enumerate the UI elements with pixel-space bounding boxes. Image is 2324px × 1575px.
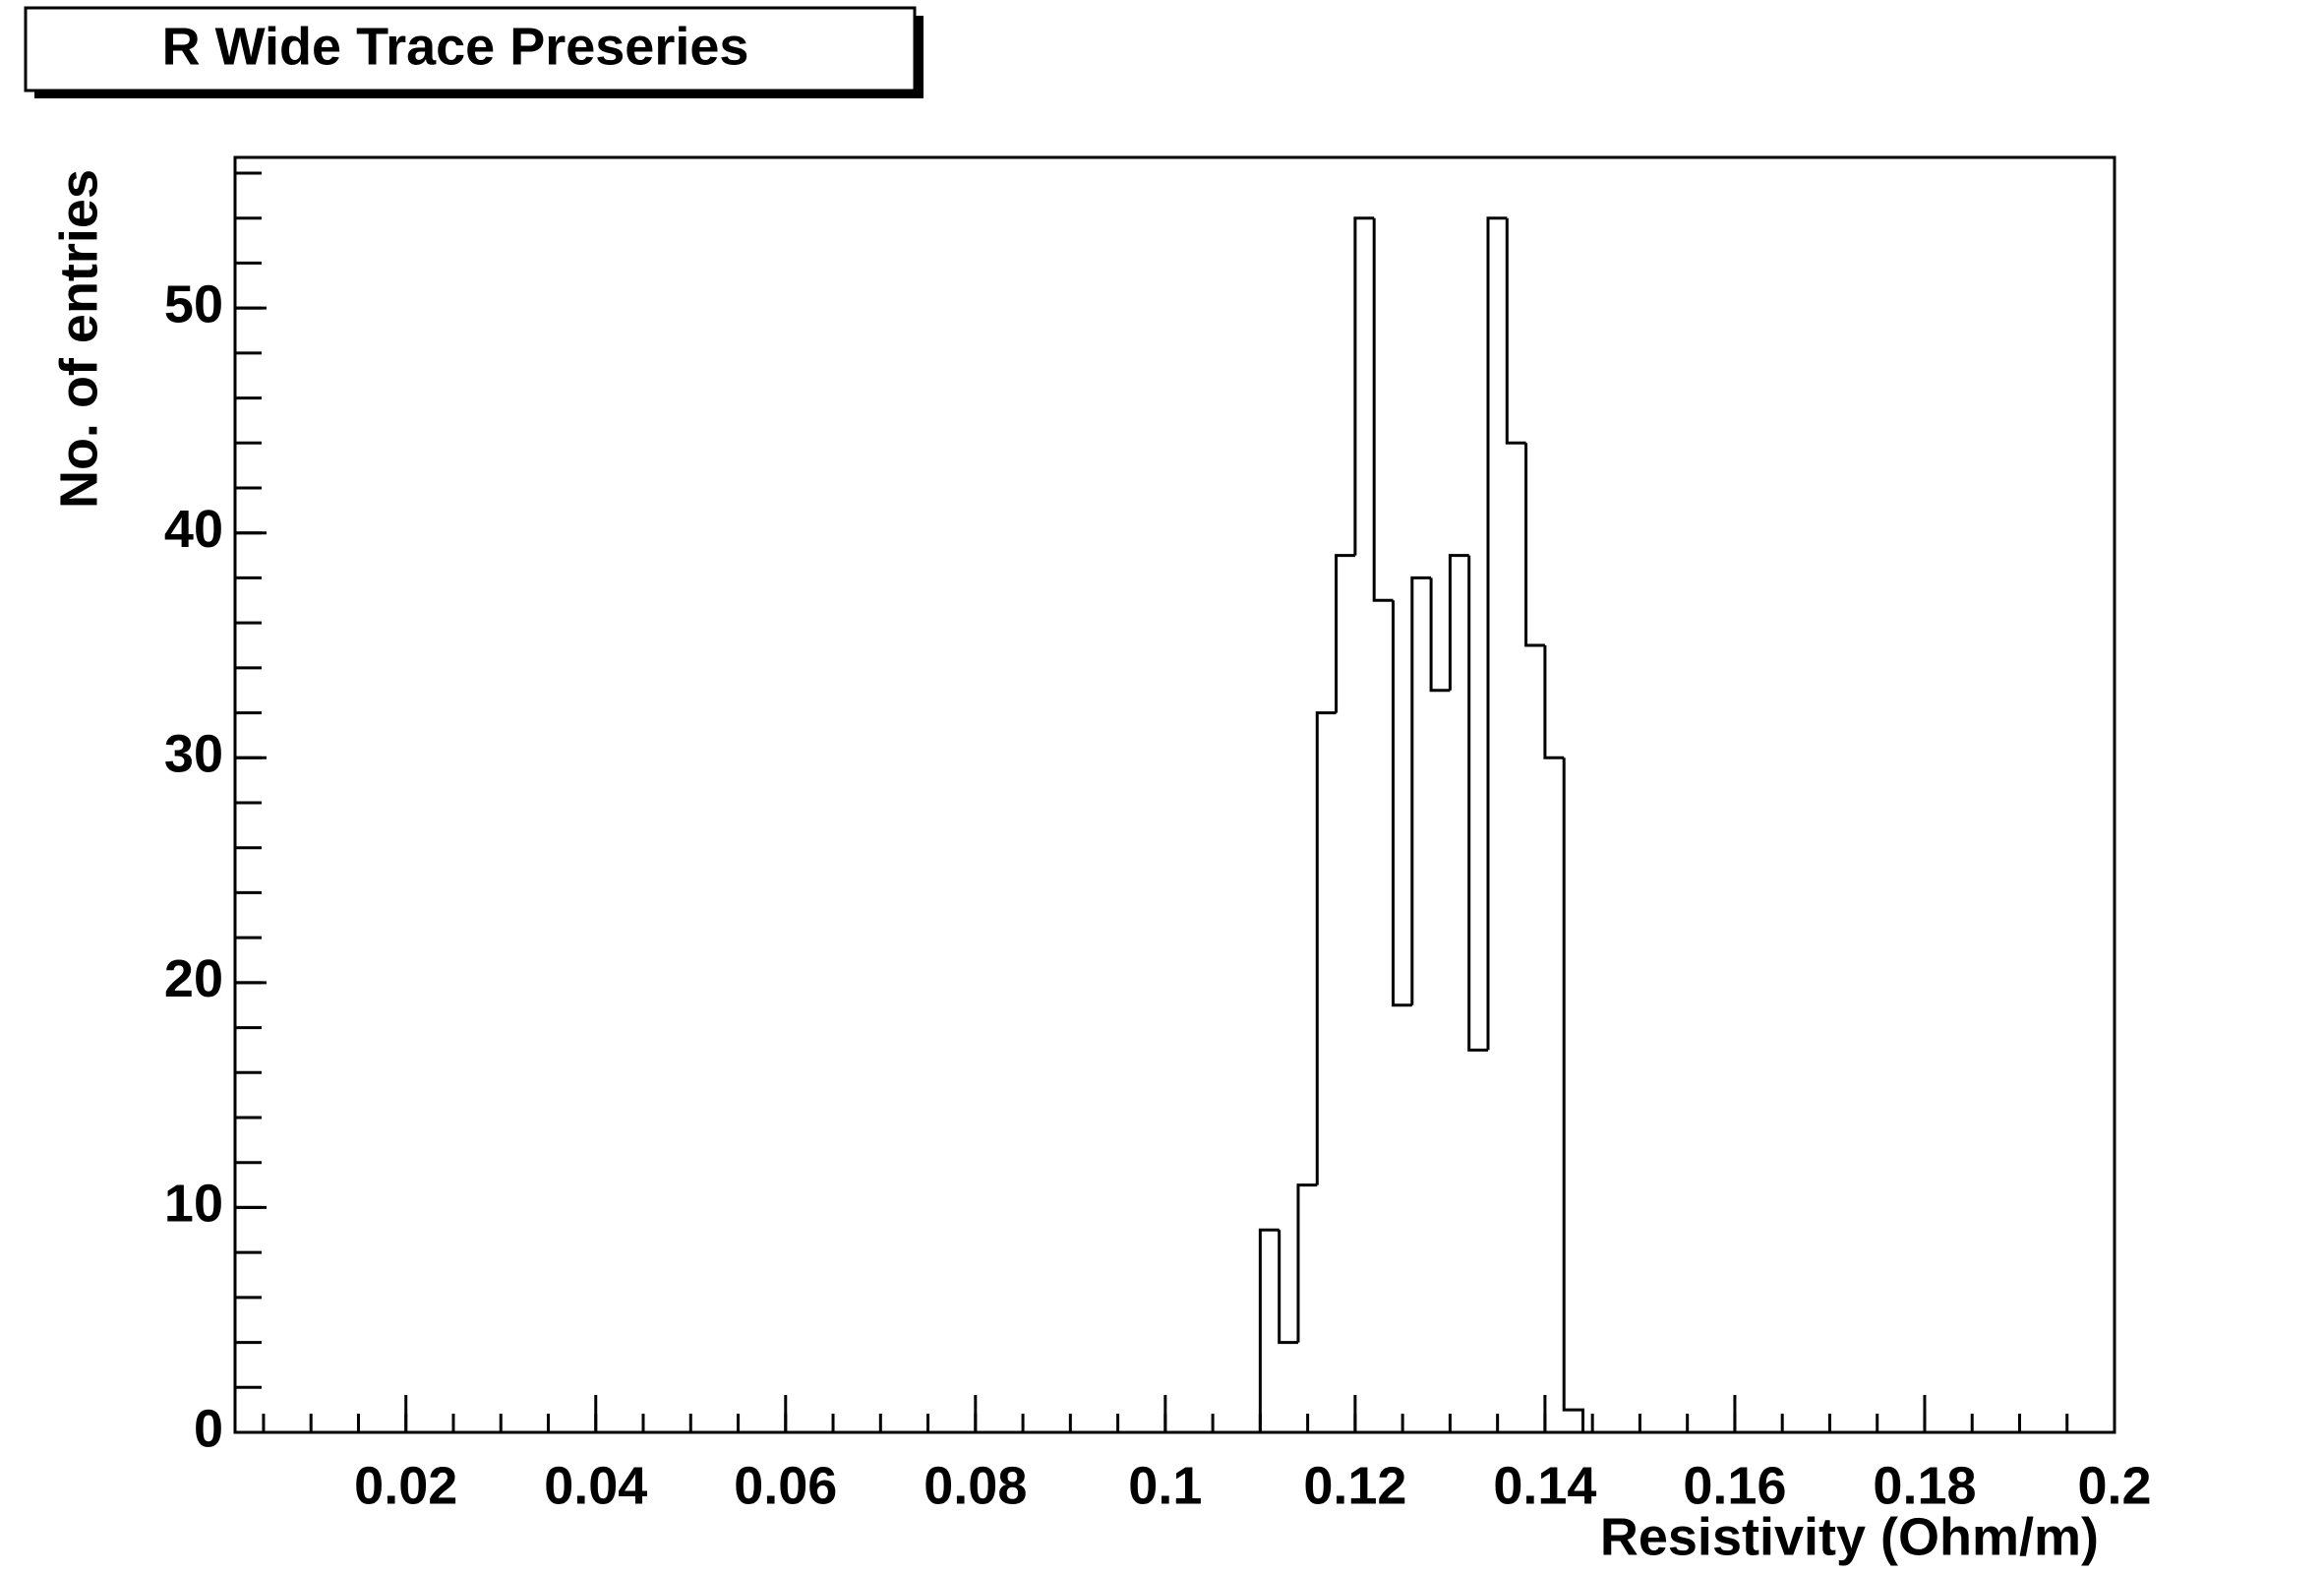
y-tick-label: 40: [164, 500, 223, 559]
histogram-bin: [1429, 577, 1451, 693]
x-tick-label: 0.2: [2077, 1456, 2151, 1515]
histogram-bin: [1505, 217, 1526, 445]
y-tick-label: 30: [164, 725, 223, 784]
histogram-bin: [1296, 1183, 1318, 1343]
plot-frame: [233, 155, 2116, 1434]
histogram-bin: [1391, 600, 1412, 1007]
histogram-bin: [1467, 555, 1488, 1052]
y-tick-label: 50: [164, 274, 223, 333]
x-tick-label: 0.18: [1873, 1456, 1976, 1515]
x-tick-label: 0.02: [354, 1456, 457, 1515]
histogram-bin: [1410, 575, 1432, 1005]
histogram-bin: [1372, 217, 1394, 602]
histogram-bin: [1353, 216, 1375, 556]
histogram-bin: [1562, 757, 1585, 1432]
histogram-bin: [1543, 645, 1565, 759]
x-tick-label: 0.04: [544, 1456, 647, 1515]
histogram-bin: [1278, 1230, 1298, 1345]
histogram-bin: [1335, 554, 1355, 713]
histogram-bin: [1486, 216, 1508, 1051]
title-box: [24, 6, 917, 92]
x-tick-label: 0.12: [1303, 1456, 1406, 1515]
x-tick-label: 0.14: [1493, 1456, 1596, 1515]
histogram-bin: [1448, 554, 1469, 691]
histogram-bin: [1524, 443, 1545, 647]
x-axis-label: Resistivity (Ohm/m): [1600, 1507, 2099, 1566]
x-tick-label: 0.08: [924, 1456, 1027, 1515]
x-tick-label: 0.06: [734, 1456, 837, 1515]
x-tick-label: 0.16: [1683, 1456, 1786, 1515]
x-tick-label: 0.1: [1128, 1456, 1202, 1515]
y-axis-label: No. of entries: [49, 169, 108, 509]
y-tick-label: 0: [194, 1399, 223, 1458]
y-tick-label: 10: [164, 1175, 223, 1234]
y-tick-label: 20: [164, 949, 223, 1008]
chart-title: R Wide Trace Preseries: [162, 17, 749, 76]
histogram-bin: [1315, 711, 1337, 1185]
histogram-bin: [1258, 1228, 1280, 1432]
